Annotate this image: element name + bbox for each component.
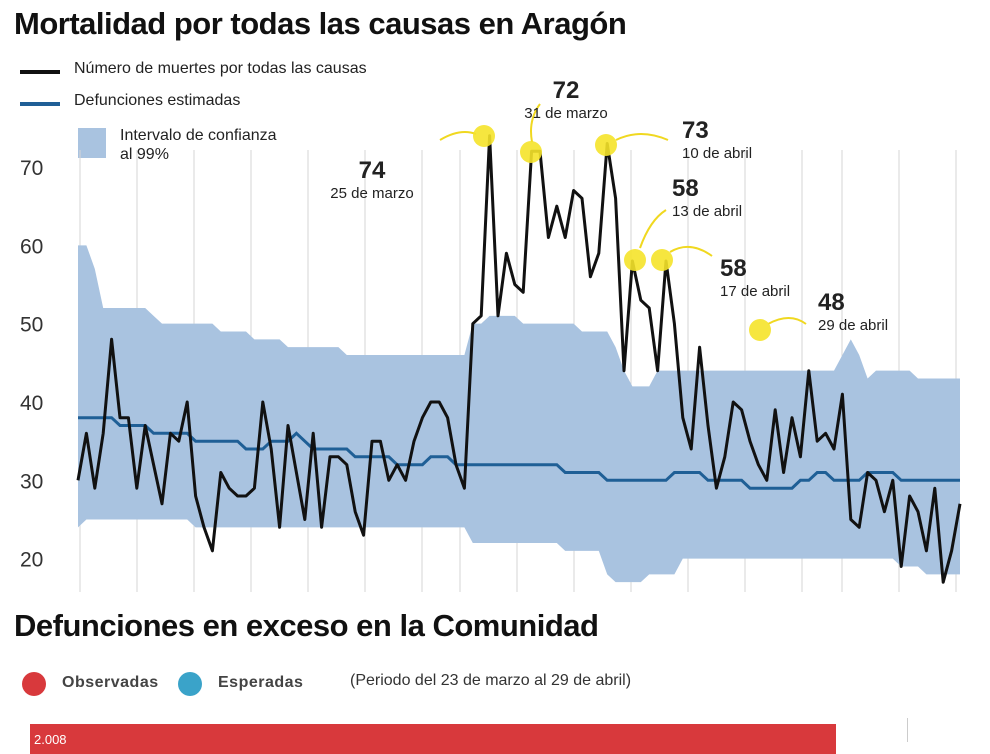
y-axis-ticks: 20 30 40 50 60 70 bbox=[20, 157, 43, 572]
peak-highlight-dot bbox=[624, 249, 646, 271]
legend-observed-label: Número de muertes por todas las causas bbox=[74, 60, 367, 77]
annotation-hook bbox=[530, 103, 541, 143]
observed-line bbox=[76, 134, 962, 584]
peak-highlight-dot bbox=[651, 249, 673, 271]
annotation-date: 25 de marzo bbox=[330, 185, 413, 202]
annotation-hook bbox=[439, 131, 477, 141]
annotation-value: 58 bbox=[672, 175, 699, 202]
observed-dot-icon bbox=[22, 672, 46, 696]
peak-highlight-dot bbox=[473, 125, 495, 147]
annotation-date: 10 de abril bbox=[682, 145, 752, 162]
chart-title: Mortalidad por todas las causas en Aragó… bbox=[14, 6, 627, 41]
excess-title: Defunciones en exceso en la Comunidad bbox=[14, 608, 599, 643]
y-tick-label: 20 bbox=[20, 549, 43, 572]
expected-dot-icon bbox=[178, 672, 202, 696]
annotation-value: 73 bbox=[682, 117, 709, 144]
annotation-hook bbox=[639, 209, 667, 249]
excess-observed-value: 2.008 bbox=[34, 732, 67, 747]
axis-line bbox=[907, 718, 908, 742]
observed-label: Observadas bbox=[62, 674, 159, 691]
ci-band bbox=[78, 245, 960, 583]
legend-estimated-swatch bbox=[20, 102, 60, 106]
peak-highlight-dot bbox=[520, 141, 542, 163]
y-tick-label: 30 bbox=[20, 470, 43, 493]
annotation-hook bbox=[669, 245, 713, 257]
annotation-date: 17 de abril bbox=[720, 283, 790, 300]
legend-observed-swatch bbox=[20, 70, 60, 74]
period-text: (Periodo del 23 de marzo al 29 de abril) bbox=[350, 672, 632, 689]
y-tick-label: 50 bbox=[20, 314, 43, 337]
legend-ci-swatch bbox=[78, 128, 106, 158]
estimated-line bbox=[78, 416, 960, 490]
excess-observed-bar bbox=[30, 724, 836, 754]
y-tick-label: 70 bbox=[20, 157, 43, 180]
annotation-date: 31 de marzo bbox=[524, 105, 607, 122]
y-tick-label: 40 bbox=[20, 392, 43, 415]
y-tick-label: 60 bbox=[20, 235, 43, 258]
annotation-value: 58 bbox=[720, 255, 747, 282]
annotation-value: 74 bbox=[359, 157, 386, 184]
annotation-hook bbox=[615, 133, 669, 141]
peak-highlight-dot bbox=[595, 134, 617, 156]
annotation-date: 13 de abril bbox=[672, 203, 742, 220]
expected-label: Esperadas bbox=[218, 674, 304, 691]
annotation-value: 72 bbox=[553, 77, 580, 104]
annotation-value: 48 bbox=[818, 289, 845, 316]
legend-ci-label: Intervalo de confianza al 99% bbox=[120, 127, 277, 163]
legend-estimated-label: Defunciones estimadas bbox=[74, 92, 241, 109]
annotation-hook bbox=[767, 317, 807, 325]
annotation-date: 29 de abril bbox=[818, 317, 888, 334]
peak-highlight-dot bbox=[749, 319, 771, 341]
